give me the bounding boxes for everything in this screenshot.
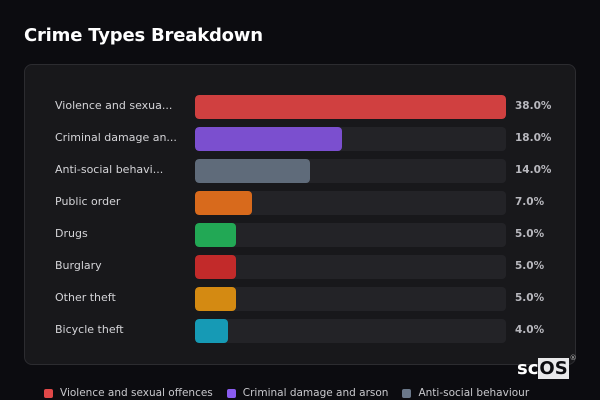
- bar-fill[interactable]: [195, 95, 506, 119]
- chart-card: Violence and sexua... 38.0% Criminal damag…: [24, 64, 576, 365]
- bar-track: [195, 159, 506, 183]
- logo-boxed: OS: [538, 358, 569, 379]
- logo: scOS ®: [517, 354, 577, 379]
- bar-value: 5.0%: [515, 292, 545, 304]
- bar-label: Violence and sexua...: [55, 99, 173, 112]
- legend-label: Criminal damage and arson: [242, 387, 389, 399]
- bar-row: Drugs 5.0%: [25, 223, 577, 247]
- legend-swatch-icon: [402, 388, 412, 398]
- logo-prefix: sc: [517, 358, 539, 379]
- bar-row: Anti-social behavi... 14.0%: [25, 159, 577, 183]
- bar-fill[interactable]: [195, 287, 236, 311]
- chart-title: Crime Types Breakdown: [24, 25, 263, 46]
- bar-row: Public order 7.0%: [25, 191, 577, 215]
- bar-track: [195, 223, 506, 247]
- bar-label: Drugs: [55, 227, 88, 240]
- legend-swatch-icon: [44, 388, 53, 398]
- bar-value: 38.0%: [515, 100, 552, 112]
- bar-fill[interactable]: [195, 159, 310, 183]
- bar-track: [195, 95, 506, 119]
- bar-row: Criminal damage an... 18.0%: [25, 127, 577, 151]
- bar-row: Burglary 5.0%: [25, 255, 577, 279]
- registered-mark: ®: [569, 354, 577, 362]
- bar-fill[interactable]: [195, 223, 236, 247]
- legend-item[interactable]: Violence and sexual offences: [44, 387, 213, 399]
- bar-label: Bicycle theft: [55, 323, 124, 336]
- bar-fill[interactable]: [195, 255, 236, 279]
- bar-value: 14.0%: [515, 164, 552, 176]
- legend-item[interactable]: Criminal damage and arson: [226, 387, 389, 399]
- bar-value: 5.0%: [515, 260, 545, 272]
- bar-value: 4.0%: [515, 324, 545, 336]
- bar-track: [195, 255, 506, 279]
- legend: Violence and sexual offences Criminal dam…: [44, 387, 543, 399]
- bar-value: 5.0%: [515, 228, 545, 240]
- bar-track: [195, 287, 506, 311]
- legend-swatch-icon: [226, 388, 236, 398]
- bar-row: Violence and sexua... 38.0%: [25, 95, 577, 119]
- legend-label: Anti-social behaviour: [418, 387, 530, 399]
- bar-label: Criminal damage an...: [55, 131, 177, 144]
- bar-label: Public order: [55, 195, 121, 208]
- bar-value: 7.0%: [515, 196, 545, 208]
- bar-track: [195, 191, 506, 215]
- bar-fill[interactable]: [195, 127, 343, 151]
- bar-fill[interactable]: [195, 319, 228, 343]
- bar-label: Anti-social behavi...: [55, 163, 164, 176]
- bar-track: [195, 127, 506, 151]
- bar-value: 18.0%: [515, 132, 552, 144]
- bar-track: [195, 319, 506, 343]
- legend-item[interactable]: Anti-social behaviour: [402, 387, 529, 399]
- bar-row: Bicycle theft 4.0%: [25, 319, 577, 343]
- legend-label: Violence and sexual offences: [60, 387, 213, 399]
- bar-label: Burglary: [55, 259, 102, 272]
- bar-fill[interactable]: [195, 191, 253, 215]
- bar-row: Other theft 5.0%: [25, 287, 577, 311]
- bar-label: Other theft: [55, 291, 116, 304]
